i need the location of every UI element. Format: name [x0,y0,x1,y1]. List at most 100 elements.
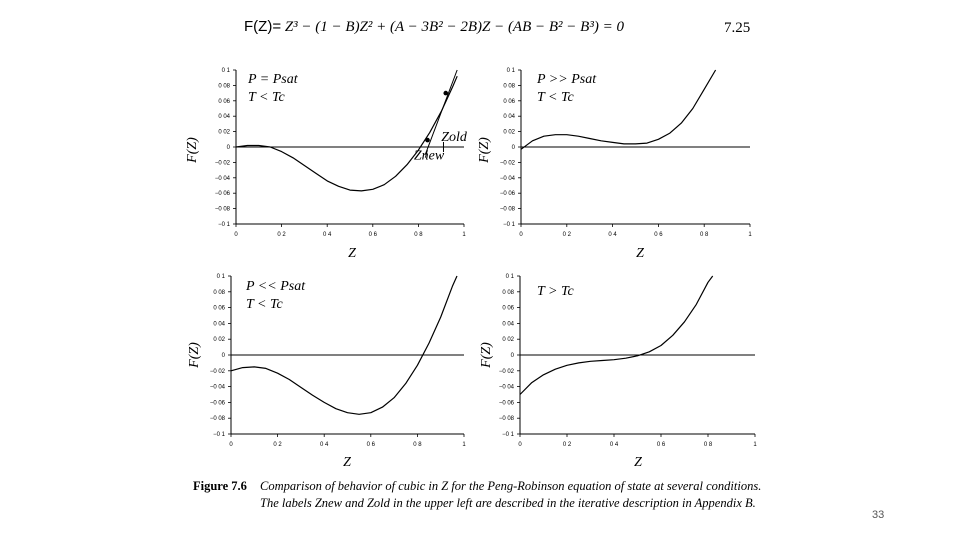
bottom-left-y-tick-label: 0 02 [213,337,225,343]
bottom-left-y-tick-label: −0 02 [210,369,226,375]
bottom-right-series-line [519,275,714,395]
bottom-left-x-tick-label: 0 [229,442,233,448]
equation-rhs: Z³ − (1 − B)Z² + (A − 3B² − 2B)Z − (AB −… [284,19,624,35]
top-left-y-tick-label: −0 1 [218,222,231,228]
top-left-znew-pointer [424,149,428,158]
top-right-condition-label: P >> Psat [536,72,597,87]
equation-number: 7.25 [724,20,751,36]
top-left-marker [425,137,430,143]
top-right-x-tick-label: 1 [748,232,752,238]
bottom-right-y-tick-label: −0 08 [499,416,515,422]
bottom-right-y-tick-label: −0 1 [502,432,515,438]
bottom-right-x-tick-label: 0 8 [704,442,713,448]
top-right-series-line [520,69,717,150]
top-left-x-tick-label: 0 8 [414,232,423,238]
top-right-y-tick-label: −0 04 [500,176,516,182]
bottom-left-y-tick-label: −0 04 [210,385,226,391]
top-right-y-tick-label: 0 08 [503,83,515,89]
bottom-left-y-axis-label: F(Z) [187,342,202,369]
bottom-right-y-tick-label: −0 04 [499,385,515,391]
bottom-left-y-tick-label: 0 04 [213,321,225,327]
bottom-right-y-tick-label: 0 06 [502,306,514,312]
bottom-left-series-line [230,275,458,415]
top-right-y-tick-label: 0 [512,145,516,151]
top-left-annotation-znew: Znew [414,148,445,163]
top-right-condition-label: T < Tc [537,90,574,105]
top-right-x-tick-label: 0 6 [654,232,663,238]
bottom-left-y-tick-label: 0 [222,353,226,359]
bottom-left-y-tick-label: −0 06 [210,400,226,406]
top-right-y-tick-label: −0 1 [503,222,516,228]
bottom-left-condition-label: T < Tc [246,297,283,312]
top-left-y-tick-label: −0 06 [215,191,231,197]
bottom-left-x-tick-label: 0 6 [367,442,376,448]
bottom-left-y-tick-label: −0 08 [210,416,226,422]
top-left-y-tick-label: 0 1 [222,68,231,74]
bottom-right-x-tick-label: 1 [753,442,757,448]
top-left-condition-label: P = Psat [247,72,299,87]
bottom-right-x-tick-label: 0 6 [657,442,666,448]
top-left-y-tick-label: 0 [227,145,231,151]
bottom-right-x-axis-label: Z [634,455,642,470]
bottom-right-x-tick-label: 0 2 [563,442,572,448]
top-left-x-tick-label: 0 [234,232,238,238]
equation: F(Z)= Z³ − (1 − B)Z² + (A − 3B² − 2B)Z −… [244,18,624,36]
top-right-y-tick-label: −0 08 [500,207,516,213]
bottom-left-condition-label: P << Psat [245,279,306,294]
bottom-left-x-tick-label: 0 2 [273,442,282,448]
equation-lhs: F(Z)= [244,18,282,35]
page-number: 33 [872,509,885,521]
top-right-y-tick-label: 0 02 [503,130,515,136]
top-right-y-tick-label: −0 02 [500,160,516,166]
top-left-y-tick-label: 0 06 [218,99,230,105]
top-right-x-tick-label: 0 2 [563,232,572,238]
top-left-x-tick-label: 0 4 [323,232,332,238]
top-right-y-axis-label: F(Z) [477,137,492,164]
top-left-y-tick-label: −0 08 [215,207,231,213]
bottom-left-x-tick-label: 0 8 [413,442,422,448]
top-left-annotation-zold: Zold [441,130,468,145]
bottom-right-y-tick-label: 0 02 [502,337,514,343]
bottom-right-y-tick-label: 0 [511,353,515,359]
top-right-y-tick-label: 0 1 [507,68,516,74]
bottom-left-x-axis-label: Z [343,455,351,470]
top-left-x-tick-label: 0 6 [369,232,378,238]
top-left-y-axis-label: F(Z) [185,137,200,164]
bottom-right-y-tick-label: −0 06 [499,400,515,406]
bottom-right-y-tick-label: 0 1 [506,274,515,280]
bottom-left-y-tick-label: 0 1 [217,274,226,280]
bottom-right-y-tick-label: 0 04 [502,321,514,327]
top-left-y-tick-label: 0 08 [218,83,230,89]
top-left-x-tick-label: 1 [462,232,466,238]
top-right-x-axis-label: Z [636,246,644,261]
bottom-right-y-tick-label: −0 02 [499,369,515,375]
caption-label: Figure 7.6 [193,479,247,493]
top-left-series-line [235,75,458,192]
top-left-x-axis-label: Z [348,246,356,261]
top-right-y-tick-label: 0 06 [503,99,515,105]
caption-text: Comparison of behavior of cubic in Z for… [260,479,762,510]
top-left-y-tick-label: 0 02 [218,130,230,136]
top-left-y-tick-label: −0 02 [215,160,231,166]
bottom-left-x-tick-label: 0 4 [320,442,329,448]
bottom-left-y-tick-label: −0 1 [213,432,226,438]
bottom-right-x-tick-label: 0 [518,442,522,448]
bottom-left-x-tick-label: 1 [462,442,466,448]
bottom-right-x-tick-label: 0 4 [610,442,619,448]
bottom-left-y-tick-label: 0 08 [213,290,225,296]
top-left-y-tick-label: −0 04 [215,176,231,182]
bottom-right-condition-label: T > Tc [537,284,574,299]
top-right-y-tick-label: −0 06 [500,191,516,197]
top-left-condition-label: T < Tc [248,90,285,105]
bottom-right-y-axis-label: F(Z) [479,342,494,369]
bottom-left-y-tick-label: 0 06 [213,306,225,312]
top-left-tangent-line [424,69,458,155]
top-left-marker [443,90,449,96]
top-right-x-tick-label: 0 [519,232,523,238]
top-left-x-tick-label: 0 2 [277,232,286,238]
top-right-x-tick-label: 0 8 [700,232,709,238]
top-left-y-tick-label: 0 04 [218,114,230,120]
top-right-x-tick-label: 0 4 [608,232,617,238]
